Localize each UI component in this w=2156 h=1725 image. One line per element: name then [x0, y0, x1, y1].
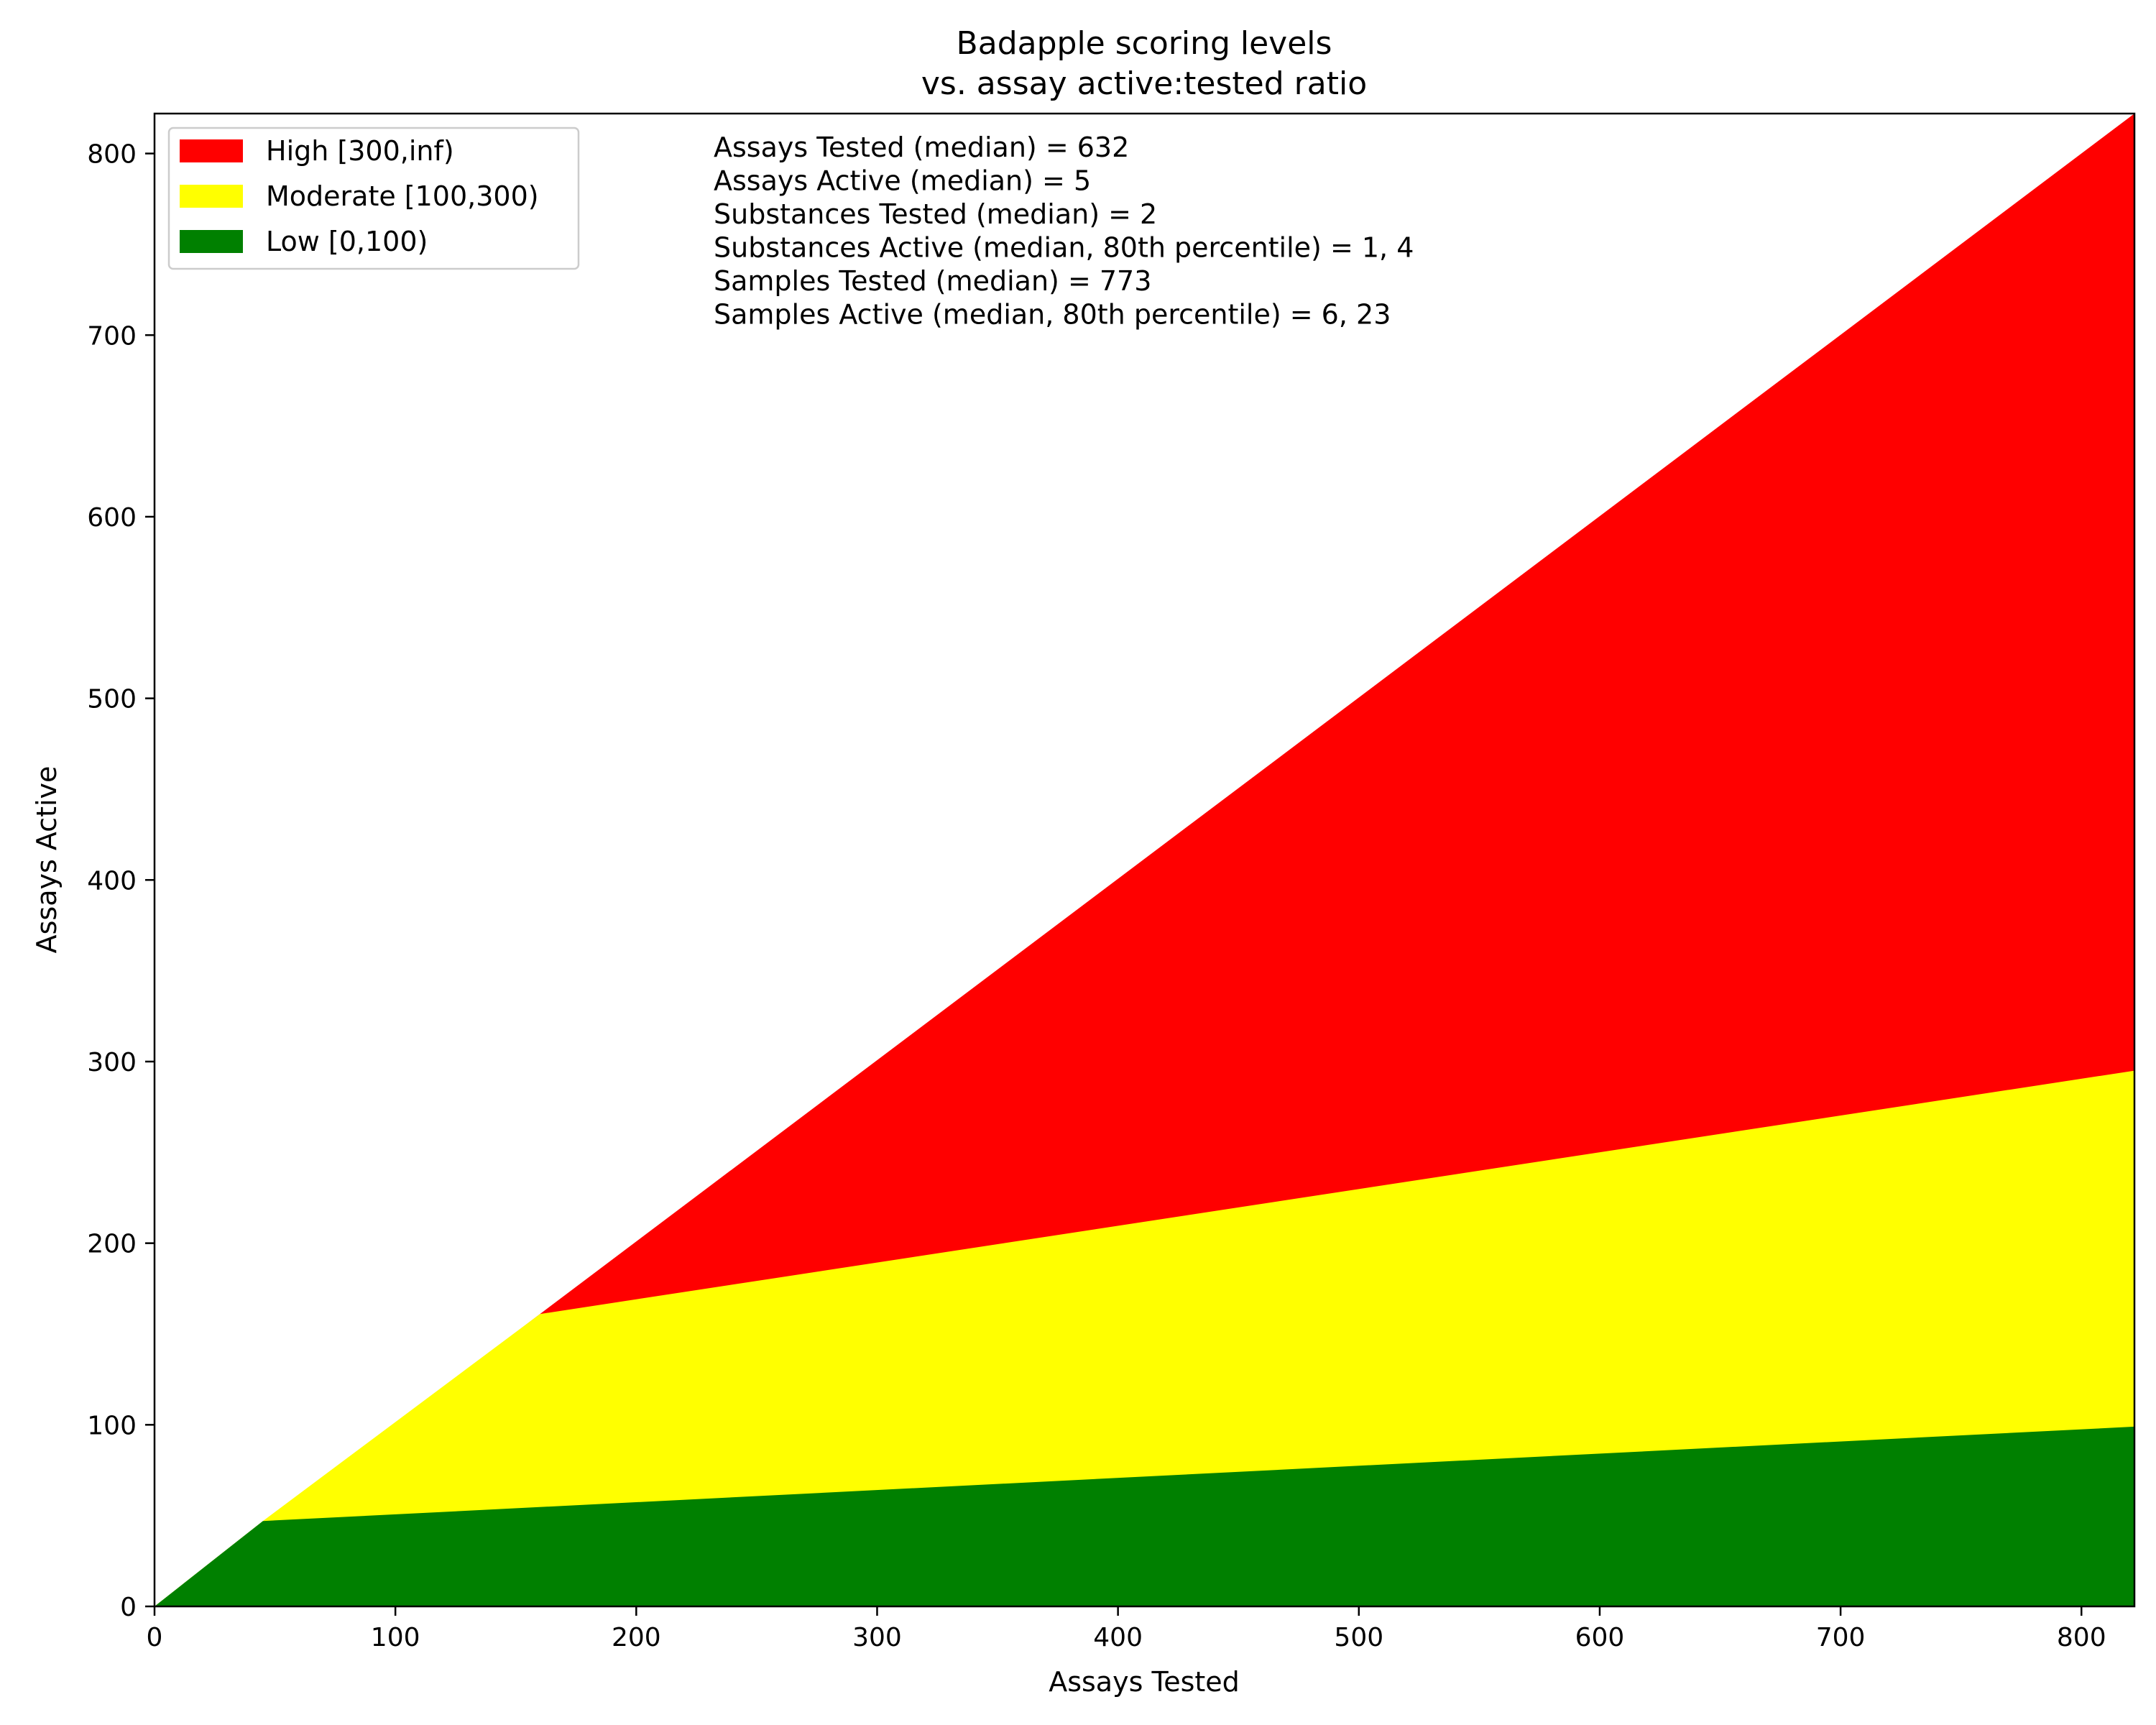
y-tick-label: 200 — [87, 1230, 137, 1259]
annotation-line: Assays Active (median) = 5 — [714, 165, 1091, 197]
annotation-line: Assays Tested (median) = 632 — [714, 132, 1129, 163]
x-tick-label: 500 — [1334, 1623, 1383, 1652]
x-tick-label: 400 — [1093, 1623, 1143, 1652]
x-tick-label: 600 — [1575, 1623, 1625, 1652]
legend-label-low-0-100: Low [0,100) — [266, 226, 428, 257]
x-tick-label: 200 — [612, 1623, 661, 1652]
y-tick-label: 500 — [87, 685, 137, 714]
annotation-line: Samples Tested (median) = 773 — [714, 265, 1151, 297]
x-tick-label: 300 — [852, 1623, 902, 1652]
y-tick-label: 0 — [120, 1593, 137, 1622]
x-tick-label: 0 — [147, 1623, 163, 1652]
legend-swatch-high-300-inf — [180, 139, 243, 162]
x-tick-label: 700 — [1816, 1623, 1866, 1652]
legend-swatch-moderate-100-300 — [180, 185, 243, 208]
y-tick-label: 300 — [87, 1048, 137, 1077]
y-axis-label: Assays Active — [31, 766, 63, 954]
legend: High [300,inf) Moderate [100,300) Low [0,1… — [167, 126, 580, 270]
y-tick-label: 800 — [87, 140, 137, 170]
area-low-0-100 — [155, 1426, 2134, 1606]
chart-title: Badapple scoring levels — [957, 25, 1332, 62]
plot-frame — [153, 112, 2136, 1608]
y-tick-label: 400 — [87, 866, 137, 896]
x-axis-label: Assays Tested — [1049, 1666, 1240, 1698]
y-tick-label: 700 — [87, 321, 137, 351]
legend-label-moderate-100-300: Moderate [100,300) — [266, 180, 539, 212]
plot-areas — [155, 114, 2134, 1606]
annotation-line: Samples Active (median, 80th percentile)… — [714, 299, 1391, 331]
x-tick-label: 100 — [371, 1623, 420, 1652]
x-axis-ticks: 0 100 200 300 400 500 600 700 800 — [147, 1606, 2106, 1652]
x-tick-label: 800 — [2057, 1623, 2106, 1652]
legend-label-high-300-inf: High [300,inf) — [266, 135, 454, 167]
legend-box — [167, 126, 580, 270]
annotation-line: Substances Tested (median) = 2 — [714, 198, 1157, 230]
annotation-line: Substances Active (median, 80th percenti… — [714, 232, 1414, 264]
chart-subtitle: vs. assay active:tested ratio — [921, 65, 1367, 102]
y-tick-label: 600 — [87, 503, 137, 533]
y-axis-ticks: 0 100 200 300 400 500 600 700 800 — [87, 140, 155, 1622]
y-tick-label: 100 — [87, 1411, 137, 1440]
legend-swatch-low-0-100 — [180, 230, 243, 253]
